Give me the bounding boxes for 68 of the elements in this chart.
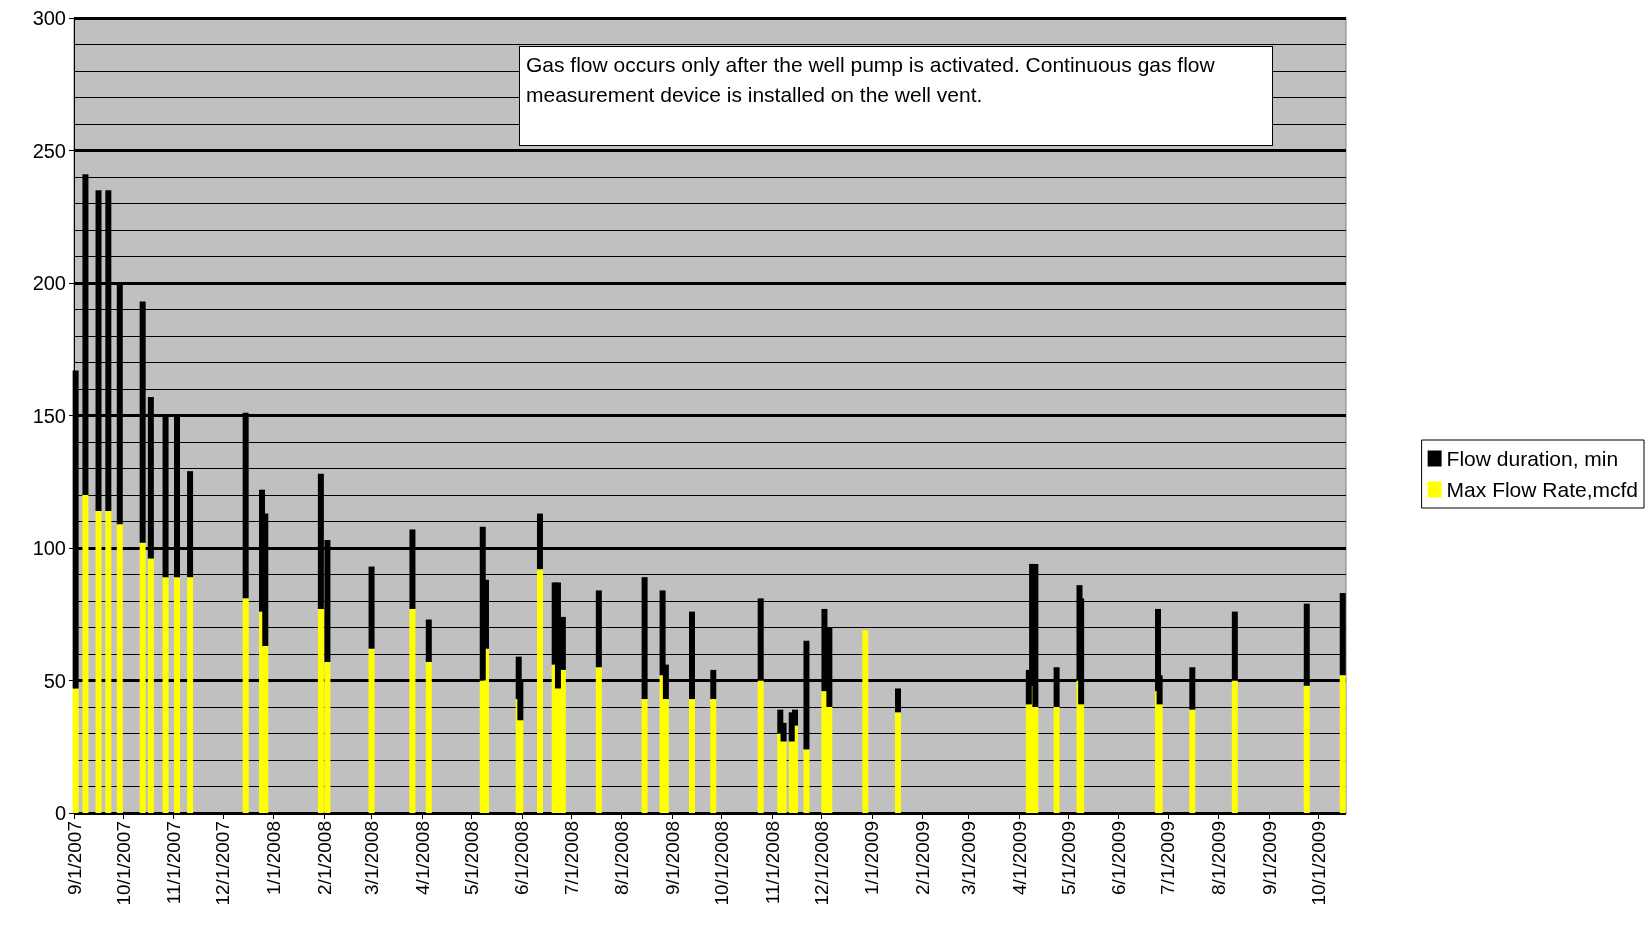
y-tick-label: 0 xyxy=(54,802,66,824)
x-tick-label: 9/1/2007 xyxy=(63,821,85,895)
x-tick-label: 5/1/2008 xyxy=(460,821,482,895)
x-tick-label: 6/1/2008 xyxy=(511,821,533,895)
x-tick-label: 10/1/2007 xyxy=(112,821,134,906)
bar xyxy=(116,524,123,813)
x-tick-label: 4/1/2009 xyxy=(1008,821,1030,895)
y-tick-label: 300 xyxy=(32,7,66,29)
bar xyxy=(147,558,154,813)
x-tick-label: 3/1/2009 xyxy=(957,821,979,895)
bar xyxy=(425,661,432,813)
bar xyxy=(641,699,648,813)
bar xyxy=(409,608,416,813)
bar xyxy=(368,648,375,813)
y-tick-label: 100 xyxy=(32,537,66,559)
x-tick-label: 7/1/2009 xyxy=(1157,821,1179,895)
y-tick-label: 50 xyxy=(43,669,66,692)
x-tick-label: 4/1/2008 xyxy=(411,821,433,895)
bar xyxy=(187,577,194,813)
legend-label: Flow duration, min xyxy=(1446,447,1619,470)
x-tick-label: 11/1/2008 xyxy=(761,821,783,905)
bar xyxy=(689,699,696,813)
bar xyxy=(803,749,810,813)
y-tick-label: 150 xyxy=(32,404,66,427)
annotation: Gas flow occurs only after the well pump is activated. Continuous gas flow measurement device is installed on the well vent. xyxy=(526,52,1221,106)
bar xyxy=(1032,707,1039,813)
bar xyxy=(1303,685,1310,813)
bar xyxy=(1053,707,1060,813)
x-tick-label: 12/1/2007 xyxy=(212,821,234,906)
legend-label: Max Flow Rate,mcfd xyxy=(1446,478,1639,501)
bar xyxy=(1339,675,1346,813)
bar xyxy=(139,542,146,813)
y-tick-label: 250 xyxy=(32,139,66,162)
bar xyxy=(105,510,112,813)
y-tick-label: 200 xyxy=(32,272,66,294)
bar xyxy=(710,699,717,813)
x-tick-label: 8/1/2009 xyxy=(1207,821,1229,895)
bar xyxy=(536,569,543,813)
x-tick-label: 12/1/2008 xyxy=(810,821,832,906)
bar xyxy=(792,725,799,813)
bar xyxy=(82,495,89,813)
x-tick-label: 7/1/2008 xyxy=(560,821,582,895)
bar xyxy=(242,598,249,813)
bar xyxy=(559,669,566,813)
x-tick-label: 10/1/2009 xyxy=(1307,821,1329,906)
bar xyxy=(72,688,79,813)
x-tick-label: 1/1/2008 xyxy=(262,821,284,895)
x-tick-label: 11/1/2007 xyxy=(163,821,185,905)
x-tick-label: 10/1/2008 xyxy=(710,821,732,906)
x-tick-label: 2/1/2008 xyxy=(313,821,335,895)
x-tick-label: 2/1/2009 xyxy=(912,821,934,895)
x-tick-label: 9/1/2008 xyxy=(661,821,683,895)
bar xyxy=(1189,709,1196,813)
bar xyxy=(1231,680,1238,813)
bar xyxy=(174,577,180,813)
bar xyxy=(757,680,764,813)
x-tick-label: 8/1/2008 xyxy=(611,821,633,895)
x-tick-label: 9/1/2009 xyxy=(1258,821,1280,895)
bar xyxy=(862,630,869,813)
x-tick-label: 3/1/2008 xyxy=(361,821,383,895)
bar xyxy=(483,648,490,813)
bar xyxy=(162,577,169,813)
x-tick-label: 1/1/2009 xyxy=(861,821,883,895)
x-tick-label: 5/1/2009 xyxy=(1057,821,1079,895)
bar xyxy=(595,667,602,813)
bar xyxy=(895,712,902,813)
x-tick-label: 6/1/2009 xyxy=(1108,821,1130,895)
bar xyxy=(95,510,102,813)
